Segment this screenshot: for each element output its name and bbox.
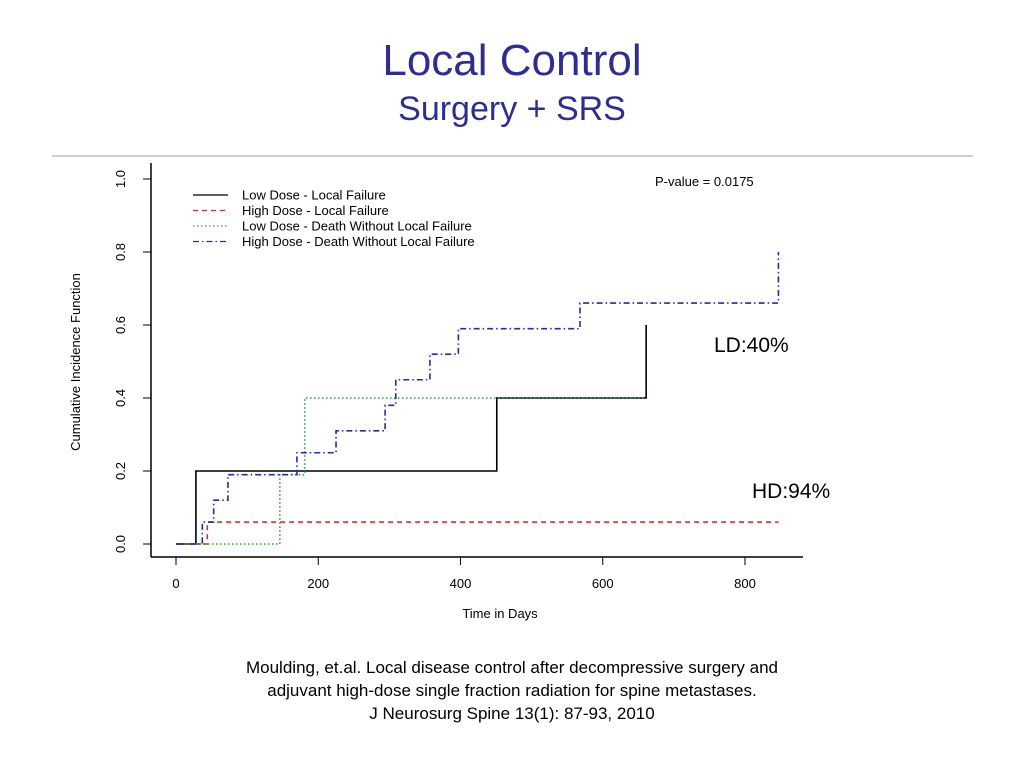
y-tick-label: 0.6 [113, 316, 128, 334]
x-axis-label: Time in Days [462, 606, 538, 621]
series-line-2 [176, 521, 779, 545]
y-tick-label: 0.8 [113, 243, 128, 261]
x-tick-label: 0 [172, 576, 179, 591]
y-tick-label: 0.2 [113, 462, 128, 480]
citation-line: Moulding, et.al. Local disease control a… [245, 658, 778, 677]
citation: Moulding, et.al. Local disease control a… [0, 656, 1024, 725]
series-line-1 [176, 325, 647, 545]
legend-label: High Dose - Local Failure [242, 203, 389, 218]
y-tick-label: 0.0 [113, 535, 128, 553]
title-divider [52, 155, 973, 157]
x-tick-label: 600 [592, 576, 614, 591]
slide-title: Local Control [382, 36, 642, 85]
citation-line: J Neurosurg Spine 13(1): 87-93, 2010 [369, 704, 655, 723]
x-tick-label: 400 [450, 576, 472, 591]
citation-line: adjuvant high-dose single fraction radia… [267, 681, 757, 700]
y-tick-label: 1.0 [113, 170, 128, 188]
p-value-label: P-value = 0.0175 [655, 174, 754, 189]
series-line-4 [176, 252, 780, 545]
slide-subtitle: Surgery + SRS [398, 90, 626, 128]
y-axis-label: Cumulative Incidence Function [68, 273, 83, 451]
legend-label: High Dose - Death Without Local Failure [242, 234, 475, 249]
x-tick-label: 200 [307, 576, 329, 591]
y-tick-label: 0.4 [113, 389, 128, 407]
x-tick-label: 800 [734, 576, 756, 591]
legend-label: Low Dose - Local Failure [242, 188, 386, 203]
high-dose-annotation: HD:94% [752, 480, 831, 503]
legend-label: Low Dose - Death Without Local Failure [242, 219, 472, 234]
low-dose-annotation: LD:40% [714, 334, 789, 357]
